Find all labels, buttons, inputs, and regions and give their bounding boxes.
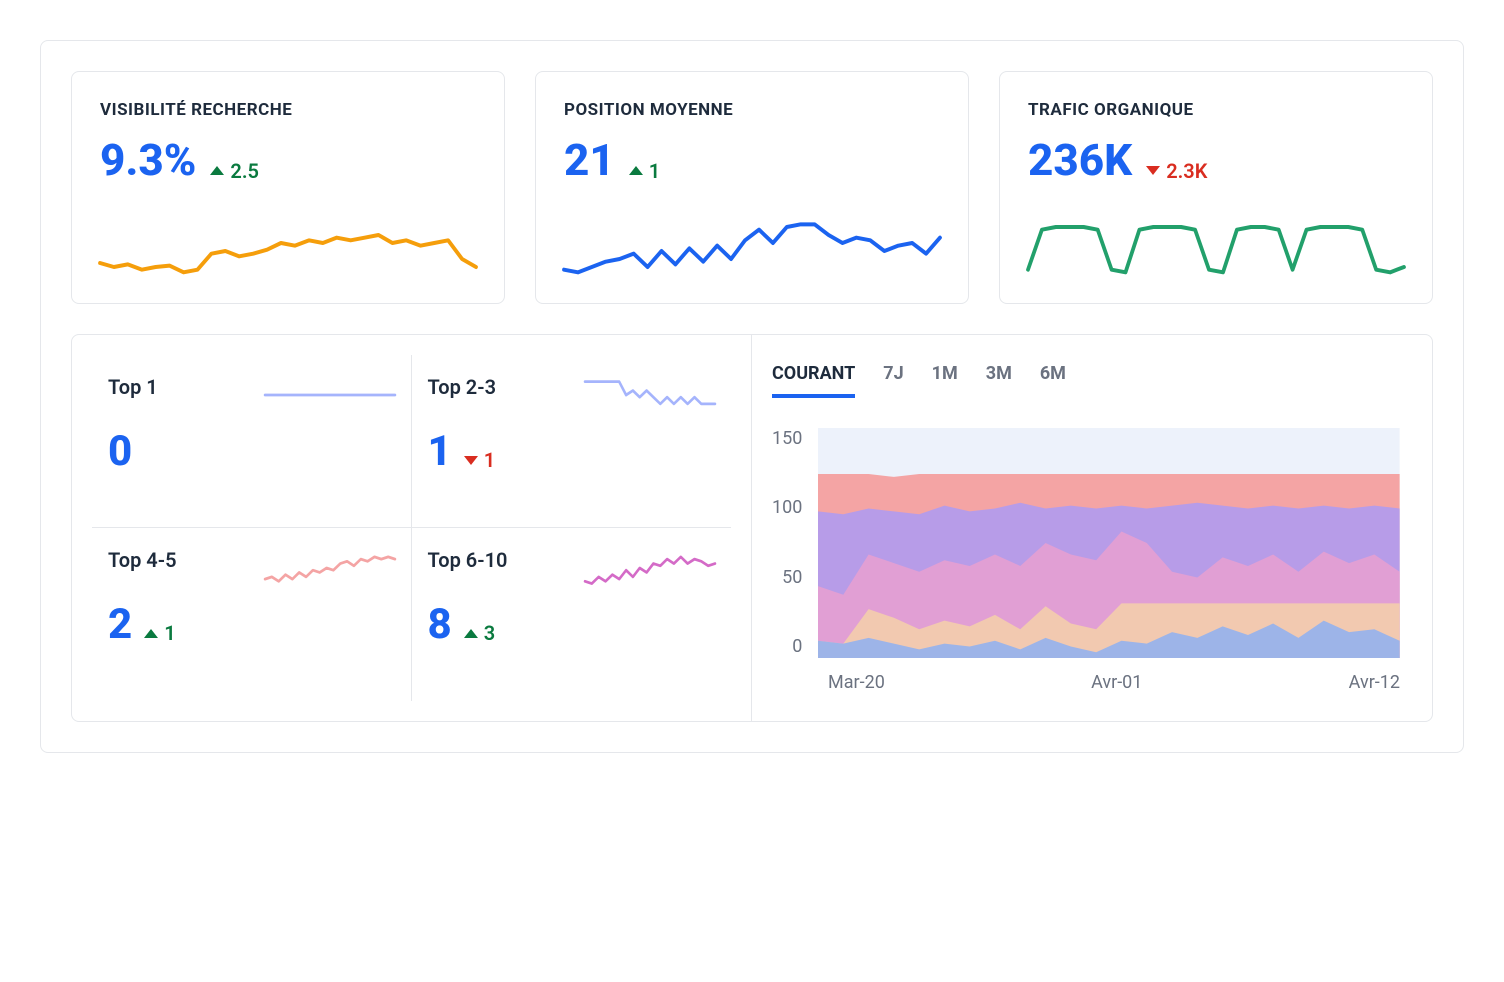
metric-cards-row: VISIBILITÉ RECHERCHE 9.3% 2.5 POSITION MOYE… bbox=[71, 71, 1433, 304]
trend-chart-panel: COURANT 7J 1M 3M 6M 150 100 50 0 Mar-20 Avr-01 Av… bbox=[752, 335, 1432, 721]
rank-head: Top 4-5 bbox=[108, 548, 395, 588]
x-tick: Avr-01 bbox=[1091, 672, 1142, 693]
area-chart: 150 100 50 0 bbox=[772, 428, 1400, 658]
delta-up: 1 bbox=[144, 621, 175, 645]
bottom-panel: Top 10Top 2-311Top 4-521Top 6-1083 COURA… bbox=[71, 334, 1433, 722]
tab-1m[interactable]: 1M bbox=[932, 363, 958, 398]
metric-card[interactable]: TRAFIC ORGANIQUE 236K 2.3K bbox=[999, 71, 1433, 304]
rank-cell[interactable]: Top 1 0 bbox=[92, 355, 412, 528]
metric-value-row: 21 1 bbox=[564, 138, 940, 183]
rank-label: Top 1 bbox=[108, 375, 158, 399]
metric-value: 236K bbox=[1028, 138, 1132, 182]
sparkline bbox=[564, 203, 940, 283]
delta-value: 1 bbox=[164, 621, 175, 645]
rank-sparkline bbox=[265, 548, 395, 588]
metric-value-row: 9.3% 2.5 bbox=[100, 138, 476, 183]
rank-value: 0 bbox=[108, 431, 132, 473]
rank-value: 1 bbox=[428, 431, 452, 473]
rank-label: Top 2-3 bbox=[428, 375, 497, 399]
delta-value: 1 bbox=[649, 159, 660, 183]
arrow-down-icon bbox=[464, 456, 478, 465]
rank-value-row: 11 bbox=[428, 431, 716, 473]
metric-value: 21 bbox=[564, 138, 615, 182]
rank-grid: Top 10Top 2-311Top 4-521Top 6-1083 bbox=[72, 335, 752, 721]
metric-value-row: 236K 2.3K bbox=[1028, 138, 1404, 183]
y-tick: 0 bbox=[792, 636, 802, 657]
delta-value: 2.5 bbox=[230, 159, 259, 183]
rank-head: Top 2-3 bbox=[428, 375, 716, 415]
arrow-up-icon bbox=[629, 166, 643, 175]
metric-value: 9.3% bbox=[100, 138, 196, 182]
metric-card[interactable]: VISIBILITÉ RECHERCHE 9.3% 2.5 bbox=[71, 71, 505, 304]
seo-dashboard: VISIBILITÉ RECHERCHE 9.3% 2.5 POSITION MOYE… bbox=[40, 40, 1464, 753]
rank-label: Top 6-10 bbox=[428, 548, 508, 572]
rank-head: Top 6-10 bbox=[428, 548, 716, 588]
rank-value: 8 bbox=[428, 604, 452, 646]
rank-value-row: 83 bbox=[428, 604, 716, 646]
rank-cell[interactable]: Top 6-1083 bbox=[412, 528, 732, 701]
x-tick: Avr-12 bbox=[1349, 672, 1400, 693]
rank-value: 2 bbox=[108, 604, 132, 646]
delta-value: 1 bbox=[484, 448, 495, 472]
delta-up: 1 bbox=[629, 159, 660, 183]
metric-card[interactable]: POSITION MOYENNE 21 1 bbox=[535, 71, 969, 304]
metric-title: VISIBILITÉ RECHERCHE bbox=[100, 100, 476, 120]
delta-value: 2.3K bbox=[1166, 159, 1207, 183]
arrow-down-icon bbox=[1146, 166, 1160, 175]
y-tick: 50 bbox=[782, 567, 802, 588]
metric-title: TRAFIC ORGANIQUE bbox=[1028, 100, 1404, 120]
rank-sparkline bbox=[585, 548, 715, 588]
rank-cell[interactable]: Top 4-521 bbox=[92, 528, 412, 701]
arrow-up-icon bbox=[464, 629, 478, 638]
area-chart-svg bbox=[818, 428, 1400, 658]
arrow-up-icon bbox=[210, 166, 224, 175]
rank-value-row: 21 bbox=[108, 604, 395, 646]
y-tick: 150 bbox=[772, 428, 802, 449]
metric-title: POSITION MOYENNE bbox=[564, 100, 940, 120]
x-axis: Mar-20 Avr-01 Avr-12 bbox=[828, 672, 1400, 693]
rank-sparkline bbox=[585, 375, 715, 415]
y-axis: 150 100 50 0 bbox=[772, 428, 806, 658]
rank-value-row: 0 bbox=[108, 431, 395, 473]
delta-value: 3 bbox=[484, 621, 495, 645]
sparkline bbox=[1028, 203, 1404, 283]
tab-3m[interactable]: 3M bbox=[986, 363, 1012, 398]
tab-courant[interactable]: COURANT bbox=[772, 363, 855, 398]
rank-sparkline bbox=[265, 375, 395, 415]
rank-cell[interactable]: Top 2-311 bbox=[412, 355, 732, 528]
delta-down: 1 bbox=[464, 448, 495, 472]
y-tick: 100 bbox=[772, 497, 802, 518]
tab-6m[interactable]: 6M bbox=[1040, 363, 1066, 398]
arrow-up-icon bbox=[144, 629, 158, 638]
sparkline bbox=[100, 203, 476, 283]
rank-head: Top 1 bbox=[108, 375, 395, 415]
time-range-tabs: COURANT 7J 1M 3M 6M bbox=[772, 363, 1400, 398]
delta-down: 2.3K bbox=[1146, 159, 1207, 183]
rank-label: Top 4-5 bbox=[108, 548, 177, 572]
tab-7j[interactable]: 7J bbox=[883, 363, 903, 398]
delta-up: 3 bbox=[464, 621, 495, 645]
delta-up: 2.5 bbox=[210, 159, 259, 183]
x-tick: Mar-20 bbox=[828, 672, 885, 693]
